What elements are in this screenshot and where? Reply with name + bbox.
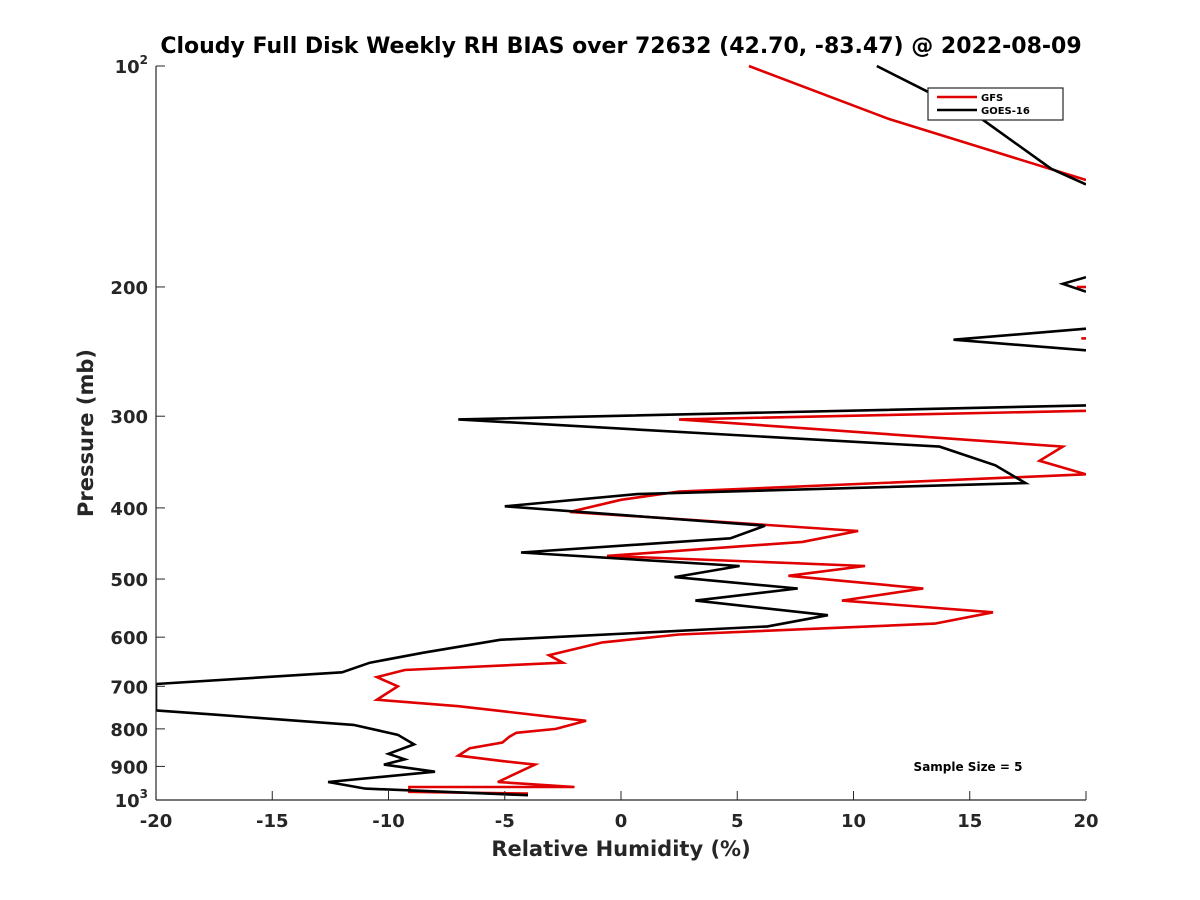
x-axis-label: Relative Humidity (%)	[491, 837, 750, 861]
y-tick-label: 300	[110, 407, 148, 428]
legend-box	[927, 87, 1064, 121]
y-tick-label: 800	[110, 720, 148, 741]
y-tick-label: 102	[115, 53, 148, 78]
x-tick-label: 0	[615, 811, 628, 832]
x-tick-label: 15	[957, 811, 982, 832]
y-tick-label: 600	[110, 628, 148, 649]
series-line-goes-16	[156, 404, 1086, 797]
chart-title: Cloudy Full Disk Weekly RH BIAS over 726…	[160, 34, 1081, 59]
series-layer	[156, 64, 1086, 797]
y-tick-label: 103	[115, 787, 148, 812]
x-tick-label: -15	[256, 811, 289, 832]
sample-size-annotation: Sample Size = 5	[914, 760, 1023, 774]
series-line-upper-gfs	[748, 64, 1086, 182]
series-segment-goes-16-0	[1058, 275, 1086, 293]
series-segment-goes-16-1	[953, 327, 1086, 352]
x-tick-label: 5	[731, 811, 744, 832]
y-tick-label: 900	[110, 757, 148, 778]
legend-label-goes-16: GOES-16	[981, 106, 1030, 117]
x-tick-label: -20	[140, 811, 173, 832]
legend-label-gfs: GFS	[981, 93, 1003, 104]
x-tick-label: 10	[841, 811, 866, 832]
x-tick-label: -10	[372, 811, 405, 832]
y-tick-label: 400	[110, 499, 148, 520]
x-tick-label: 20	[1073, 811, 1098, 832]
y-tick-label: 500	[110, 570, 148, 591]
legend: GFS GOES-16	[927, 87, 1064, 121]
axes-layer: -20 -15 -10 -5 0 5 10 15 20 102 200 300 400 500 600 700…	[110, 53, 1098, 832]
y-tick-label: 200	[110, 278, 148, 299]
series-line-gfs	[372, 409, 1086, 795]
y-tick-label: 700	[110, 677, 148, 698]
y-axis-label: Pressure (mb)	[74, 349, 98, 517]
x-tick-label: -5	[495, 811, 515, 832]
